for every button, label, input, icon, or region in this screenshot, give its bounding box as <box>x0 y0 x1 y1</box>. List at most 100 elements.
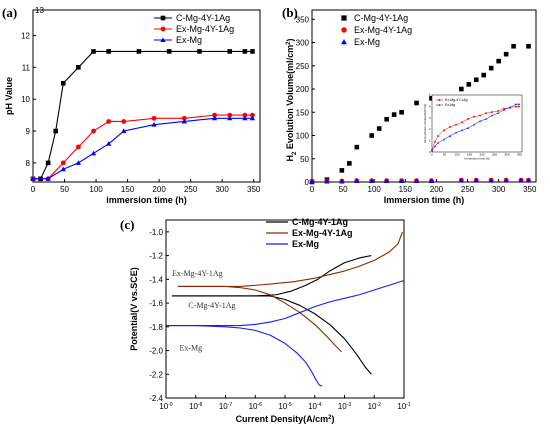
panel-b-inset-xtick-label: 300 <box>504 153 509 157</box>
panel-b-xtick-label: 200 <box>430 185 444 194</box>
panel-a-point <box>197 49 202 54</box>
panel-b-inset-point <box>503 107 505 110</box>
panel-b-xtick-label: 0 <box>310 185 315 194</box>
panel-b-point <box>354 178 360 184</box>
panel-b-inset-point <box>430 149 434 152</box>
panel-b-inset-ytick-label: 1 <box>429 139 431 143</box>
panel-c-xtick-label: 10-4 <box>308 402 322 411</box>
panel-c-label: (c) <box>120 217 134 232</box>
panel-b-point <box>376 126 382 131</box>
panel-b-inset-legend-label: Ex-Mg <box>445 103 455 107</box>
panel-a-point <box>242 115 248 121</box>
panel-a-xtick-label: 300 <box>215 185 229 194</box>
panel-b-point <box>503 177 509 183</box>
panel-b-inset-point <box>443 129 445 132</box>
panel-b-ytick-label: 300 <box>296 39 310 48</box>
panel-a-point <box>30 176 36 181</box>
panel-b-label: (b) <box>282 5 298 20</box>
panel-a-point <box>227 112 233 118</box>
panel-a-point <box>90 150 97 156</box>
panel-b-inset-point <box>448 135 452 137</box>
panel-c-ytick-label: -1.4 <box>149 275 163 284</box>
panel-a-series <box>30 49 255 182</box>
panel-b-xtick-label: 50 <box>339 185 348 194</box>
panel-b-inset-xtick-label: 100 <box>454 153 459 157</box>
panel-a-xtick-label: 250 <box>184 185 198 194</box>
panel-a-xtick-label: 50 <box>60 185 69 194</box>
panel-b-inset-point <box>449 125 451 128</box>
panel-b-inset-point <box>467 117 469 120</box>
panel-b-point <box>488 65 494 71</box>
panel-b-inset-legend-label: Ex-Mg-4Y-1Ag <box>445 98 468 102</box>
panel-b-ytick-label: 250 <box>296 62 310 71</box>
panel-a-legend-label: Ex-Mg <box>176 35 202 45</box>
panel-c-curve <box>177 231 404 288</box>
panel-b-ytick-label: 50 <box>300 155 309 164</box>
panel-a-point <box>121 119 127 124</box>
panel-a-point <box>106 49 111 54</box>
panel-b-point <box>324 178 330 184</box>
panel-c-legend-label: Ex-Mg <box>292 239 319 249</box>
panel-b-inset-point <box>491 111 493 114</box>
panel-a-point <box>242 49 248 54</box>
panel-b-inset-ytick-label: 4 <box>429 104 431 108</box>
panel-a-xtick-label: 200 <box>152 185 166 194</box>
panel-c-series <box>166 279 405 387</box>
panel-b-legend-label: Ex-Mg-4Y-1Ag <box>354 25 412 35</box>
panel-b-point <box>347 161 352 166</box>
panel-a-legend-label: Ex-Mg-4Y-1Ag <box>176 24 234 34</box>
panel-a-xlabel: immersion time (h) <box>106 195 187 205</box>
panel-a-ytick-label: 12 <box>21 31 30 40</box>
panel-b-ylabel: H2 Evolution Volume(ml/cm2) <box>285 38 298 161</box>
panel-a-ytick-label: 9 <box>26 127 31 136</box>
panel-a-point <box>211 115 218 121</box>
panel-b-inset-point <box>502 108 506 111</box>
panel-b-inset-point <box>518 105 520 108</box>
panel-c-xtick-label: 10-8 <box>189 402 203 411</box>
panel-b-inset-legend-marker <box>438 99 441 101</box>
panel-b-inset-ylabel: H2 Evolution Volume(ml/cm2) <box>423 104 427 144</box>
panel-a-series <box>30 115 256 181</box>
panel-c-curve <box>166 279 405 327</box>
panel-c-legend-label: C-Mg-4Y-1Ag <box>292 217 348 227</box>
panel-c: 10-9 10-8 10-7 10-6 10-5 10-4 10-3 10-2 10-1 -2.4… <box>120 217 411 424</box>
panel-b-point <box>459 86 464 92</box>
panel-b-xtick-label: 100 <box>368 185 382 194</box>
panel-a-point <box>136 49 142 54</box>
panel-a-xtick-label: 100 <box>89 185 103 194</box>
panel-a-frame <box>32 9 261 183</box>
panel-c-xtick-label: 10-3 <box>338 402 352 411</box>
panel-b-inset-legend-marker <box>438 103 441 106</box>
panel-b-inset-xtick-label: 200 <box>479 153 484 157</box>
panel-b-inset-point <box>442 138 446 141</box>
panel-b-point <box>399 109 404 115</box>
panel-a-point <box>75 160 82 165</box>
panel-b-point <box>414 100 419 106</box>
panel-a-point <box>250 112 255 118</box>
panel-b-legend-marker <box>341 15 347 21</box>
panel-c-ytick-label: -2.4 <box>149 394 163 403</box>
panel-b-inset-point <box>473 115 475 118</box>
panel-b-inset-point <box>434 140 436 143</box>
panel-b-point <box>339 168 345 173</box>
panel-c-ytick-label: -1.8 <box>149 323 163 332</box>
panel-b-point <box>526 43 531 49</box>
panel-b-inset-point <box>466 127 470 129</box>
panel-b-inset-point <box>484 117 488 120</box>
panel-b-xlabel: Immersion time (h) <box>384 195 465 205</box>
panel-b-point <box>496 58 501 64</box>
panel-b-inset-frame <box>431 94 523 153</box>
panel-a-legend-marker <box>160 15 166 21</box>
panel-b-point <box>458 177 464 183</box>
panel-b-inset-xlabel: Immersion time (h) <box>464 157 489 161</box>
panel-b-inset-xtick-label: 50 <box>443 153 447 157</box>
panel-c-ytick-label: -1.2 <box>149 252 163 261</box>
panel-b-point <box>369 133 375 138</box>
panel-b-point <box>391 112 397 117</box>
panel-b-inset-ytick-label: 3 <box>429 116 431 120</box>
panel-a-series-line <box>33 114 253 180</box>
panel-a-ytick-label: 8 <box>26 159 31 168</box>
panel-a-point <box>91 128 96 134</box>
